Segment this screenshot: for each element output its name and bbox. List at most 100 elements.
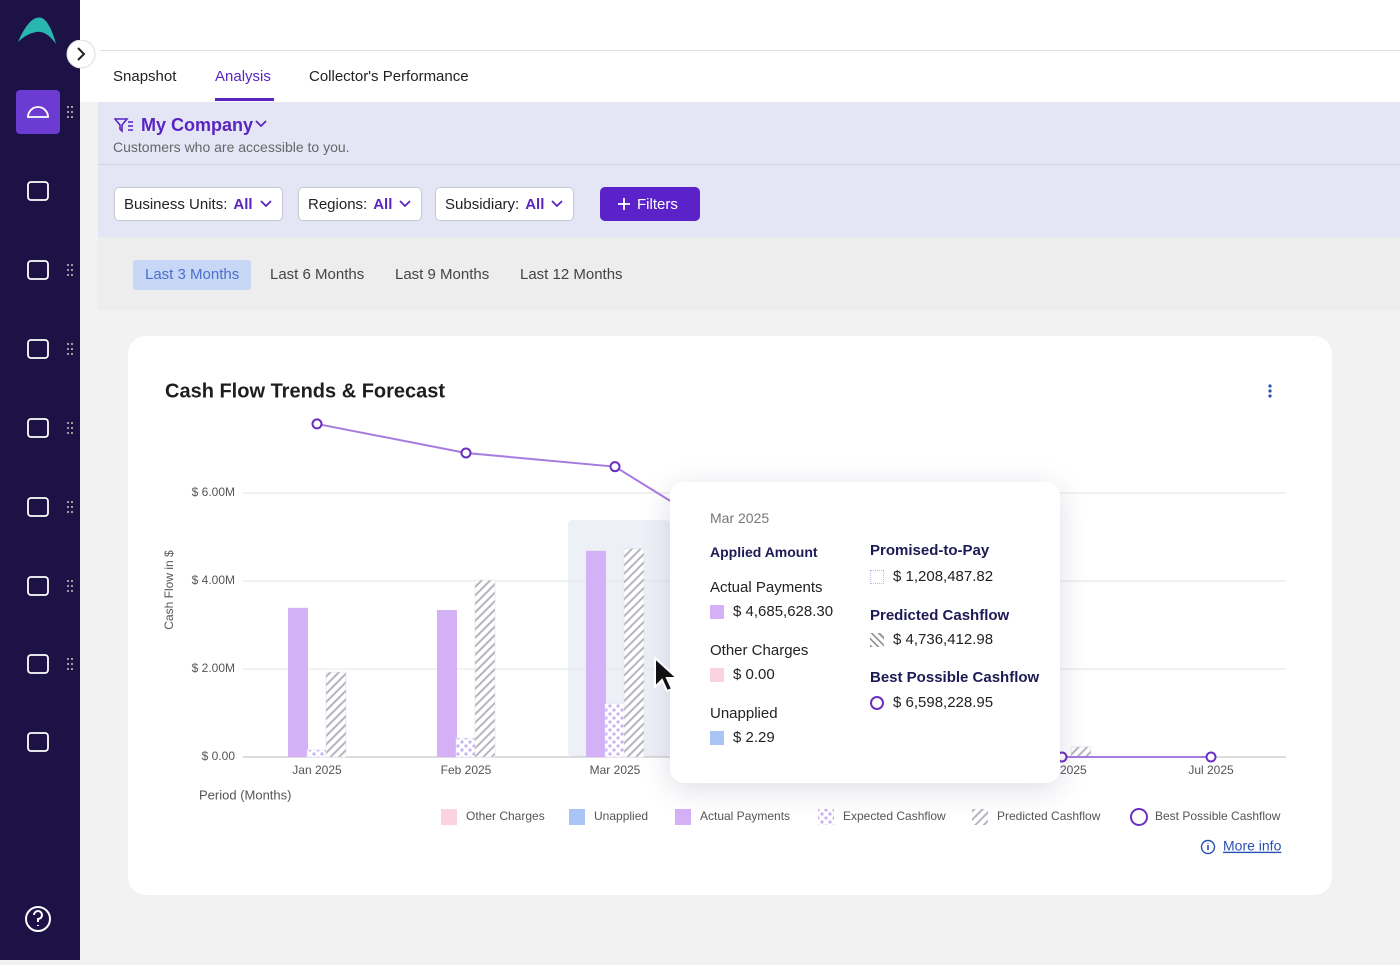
cursor <box>650 655 686 695</box>
tooltip-swatch <box>710 668 724 682</box>
tooltip-swatch <box>710 731 724 745</box>
tooltip-label: Other Charges <box>710 642 808 659</box>
drag-dot <box>67 668 69 670</box>
collapse-button[interactable] <box>66 40 96 70</box>
nav-icon <box>28 419 48 437</box>
drag-dot <box>71 348 73 350</box>
drag-dot <box>71 106 73 108</box>
drag-dot <box>67 111 69 113</box>
tooltip-value: $ 4,736,412.98 <box>893 631 993 648</box>
drag-dot <box>71 432 73 434</box>
nav-icon <box>28 577 48 595</box>
drag-dot <box>67 116 69 118</box>
tab[interactable]: Collector's Performance <box>309 68 469 85</box>
company-panel: My Company Customers who are accessible … <box>98 102 1400 237</box>
period-option[interactable]: Last 9 Months <box>383 260 501 290</box>
period-option[interactable]: Last 6 Months <box>258 260 376 290</box>
drag-dot <box>67 353 69 355</box>
drag-dot <box>71 264 73 266</box>
nav-icon <box>28 733 48 751</box>
filter-dropdown[interactable]: Subsidiary: All <box>435 187 574 221</box>
tooltip-heading: Best Possible Cashflow <box>870 669 1039 686</box>
nav-icon <box>28 340 48 358</box>
help-icon <box>34 911 42 926</box>
drag-dot <box>71 353 73 355</box>
nav-icon <box>28 182 48 200</box>
tooltip-heading: Predicted Cashflow <box>870 607 1009 624</box>
drag-dot <box>71 668 73 670</box>
drag-dot <box>71 111 73 113</box>
sidebar-icons <box>0 0 80 960</box>
drag-dot <box>71 343 73 345</box>
drag-dot <box>71 274 73 276</box>
tooltip-label: Actual Payments <box>710 579 823 596</box>
period-option[interactable]: Last 3 Months <box>133 260 251 290</box>
drag-dot <box>67 663 69 665</box>
filter-label: Subsidiary: <box>445 196 519 213</box>
drag-dot <box>67 585 69 587</box>
filter-dropdown[interactable]: Business Units: All <box>114 187 283 221</box>
nav-icon <box>28 498 48 516</box>
tooltip-swatch <box>870 633 884 647</box>
tab-underline <box>215 98 274 101</box>
drag-dot <box>71 116 73 118</box>
tooltip-value: $ 1,208,487.82 <box>893 568 993 585</box>
filter-value: All <box>233 196 252 213</box>
drag-dot <box>67 501 69 503</box>
drag-dot <box>67 274 69 276</box>
drag-dot <box>71 506 73 508</box>
drag-dot <box>71 427 73 429</box>
drag-dot <box>67 511 69 513</box>
logo <box>18 18 56 45</box>
drag-dot <box>71 585 73 587</box>
period-option[interactable]: Last 12 Months <box>508 260 635 290</box>
company-note: Customers who are accessible to you. <box>113 139 350 155</box>
filters-button[interactable]: Filters <box>600 187 700 221</box>
filter-label: Regions: <box>308 196 367 213</box>
tooltip-swatch <box>870 696 884 710</box>
tooltip-value: $ 2.29 <box>733 729 775 746</box>
drag-dot <box>67 432 69 434</box>
drag-dot <box>67 422 69 424</box>
nav-icon <box>28 655 48 673</box>
filter-icon <box>114 116 134 134</box>
top-bar: Snapshot Analysis Collector's Performanc… <box>80 0 1400 102</box>
sidebar <box>0 0 80 960</box>
divider <box>98 164 1400 165</box>
nav-icon <box>28 261 48 279</box>
drag-dot <box>71 269 73 271</box>
chevron <box>254 118 268 130</box>
drag-dot <box>67 269 69 271</box>
drag-dot <box>71 501 73 503</box>
tooltip-swatch <box>870 570 884 584</box>
tooltip-title: Mar 2025 <box>710 510 769 526</box>
filter-label: Business Units: <box>124 196 227 213</box>
tab[interactable]: Snapshot <box>113 68 176 85</box>
company-name[interactable]: My Company <box>141 115 253 136</box>
tooltip-value: $ 4,685,628.30 <box>733 603 833 620</box>
tooltip: Mar 2025 Applied Amount Actual Payments … <box>670 482 1060 783</box>
divider <box>100 50 1400 51</box>
drag-dot <box>71 511 73 513</box>
filters-button-label: Filters <box>637 196 678 213</box>
drag-dot <box>67 590 69 592</box>
filter-value: All <box>525 196 544 213</box>
tooltip-swatch <box>710 605 724 619</box>
drag-dot <box>71 658 73 660</box>
tooltip-label: Unapplied <box>710 705 778 722</box>
tab[interactable]: Analysis <box>215 68 271 85</box>
active-nav[interactable] <box>16 90 60 134</box>
drag-dot <box>67 264 69 266</box>
drag-dot <box>71 580 73 582</box>
drag-dot <box>67 348 69 350</box>
drag-dot <box>67 343 69 345</box>
filter-value: All <box>373 196 392 213</box>
drag-dot <box>67 580 69 582</box>
tooltip-value: $ 0.00 <box>733 666 775 683</box>
drag-dot <box>71 663 73 665</box>
drag-dot <box>71 590 73 592</box>
drag-dot <box>67 106 69 108</box>
tooltip-heading: Promised-to-Pay <box>870 542 989 559</box>
filter-dropdown[interactable]: Regions: All <box>298 187 422 221</box>
